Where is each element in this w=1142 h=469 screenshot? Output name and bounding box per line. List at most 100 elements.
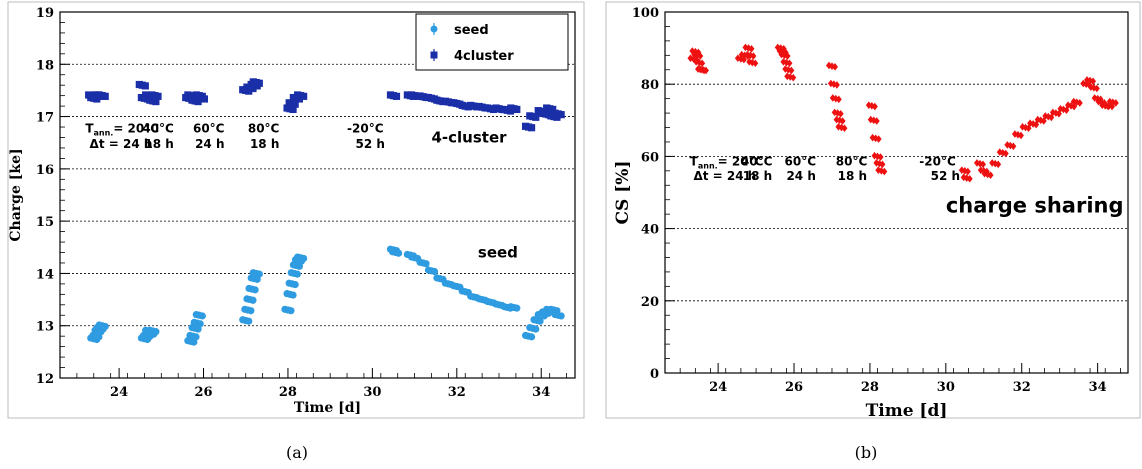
data-point (699, 59, 706, 68)
data-point (1071, 102, 1078, 111)
data-point (1090, 77, 1097, 86)
data-point (694, 51, 701, 60)
y-tick-label: 13 (36, 320, 54, 335)
data-point (527, 124, 536, 132)
data-point (835, 95, 842, 104)
data-point (831, 63, 838, 71)
annotation: 80°C (248, 121, 280, 135)
data-point (392, 92, 401, 100)
x-tick-label: 32 (1013, 380, 1031, 395)
y-tick-label: 60 (641, 150, 659, 165)
data-point (293, 270, 301, 278)
data-point (291, 280, 299, 289)
data-point (833, 81, 840, 89)
data-point (196, 320, 204, 328)
annotation: 40°C (142, 121, 174, 135)
annotation: 52 h (355, 137, 384, 151)
data-point (790, 73, 797, 82)
chart-panel-b: 0 20 40 60 80 100 24 26 28 30 32 34 Time [d] CS [%] Ta… (605, 1, 1141, 462)
chart-panel-a: 12 13 14 15 16 17 18 19 24 26 28 30 32 34 Time [d] Char… (7, 1, 585, 462)
data-point (513, 304, 521, 312)
y-tick-label: 17 (36, 111, 54, 126)
data-point (875, 135, 882, 143)
data-point (152, 97, 160, 106)
data-point (1112, 99, 1119, 107)
annotation: Tann.= 20°C (690, 154, 764, 170)
data-point (874, 152, 881, 161)
data-point (1076, 99, 1083, 107)
data-point (245, 317, 253, 325)
legend-entry: 4cluster (454, 49, 514, 64)
data-point (875, 166, 882, 174)
data-point (839, 117, 846, 125)
data-point (877, 153, 884, 161)
annotation: -20°C (347, 121, 384, 135)
annotation: Tann.= 20°C (85, 121, 159, 137)
series-4cluster (85, 78, 565, 132)
data-point (692, 47, 699, 56)
data-point (779, 47, 786, 56)
data-point (557, 312, 565, 320)
data-point (1019, 123, 1026, 131)
data-point (527, 333, 536, 341)
data-point (690, 55, 697, 63)
x-tick-label: 26 (785, 380, 803, 395)
data-point (1022, 123, 1029, 132)
y-tick-label: 20 (641, 295, 659, 310)
panel-frame (7, 1, 585, 419)
annotation: 18 h (144, 137, 173, 151)
panel-frame (605, 1, 1141, 419)
x-tick-label: 28 (279, 385, 297, 400)
data-point (838, 123, 845, 132)
data-point (966, 174, 973, 183)
x-tick-label: 32 (448, 385, 466, 400)
y-tick-label: 15 (36, 215, 54, 230)
annotation: 18 h (250, 137, 279, 151)
data-point (291, 100, 299, 108)
data-point (255, 270, 263, 278)
annotation: 40°C (741, 154, 773, 168)
x-tick-label: 30 (363, 385, 381, 400)
plot-area (664, 11, 1129, 374)
annotation: 24 h (195, 137, 224, 151)
data-point (532, 325, 540, 333)
data-point (871, 102, 878, 111)
data-point (835, 123, 842, 131)
legend-box (415, 13, 569, 71)
annotation: seed (478, 244, 518, 262)
data-point (249, 296, 257, 304)
data-point (154, 92, 162, 100)
data-point (251, 286, 259, 294)
y-tick-label: 16 (36, 163, 54, 178)
data-point (101, 322, 109, 331)
data-point (973, 159, 980, 167)
data-point (289, 291, 297, 299)
series-seed (87, 245, 565, 346)
data-point (964, 167, 971, 176)
x-tick-label: 26 (194, 385, 212, 400)
y-tick-label: 12 (36, 372, 54, 387)
data-point (786, 59, 793, 68)
x-tick-label: 34 (1089, 380, 1107, 395)
series-cs (687, 43, 1119, 183)
y-tick-label: 14 (36, 267, 54, 282)
x-tick-label: 30 (937, 380, 955, 395)
data-point (873, 117, 880, 125)
data-point (741, 51, 748, 60)
data-point (289, 105, 297, 114)
data-point (871, 151, 878, 160)
data-point (999, 148, 1006, 157)
data-point (152, 328, 160, 336)
data-point (198, 312, 206, 320)
data-point (960, 173, 967, 182)
data-point (837, 109, 844, 118)
legend-entry: seed (454, 23, 489, 38)
data-point (781, 51, 788, 60)
data-point (977, 166, 984, 174)
data-point (879, 160, 886, 169)
data-point (788, 66, 795, 75)
data-point (979, 160, 986, 169)
data-point (750, 52, 757, 60)
data-point (989, 159, 996, 167)
data-point (255, 79, 263, 87)
